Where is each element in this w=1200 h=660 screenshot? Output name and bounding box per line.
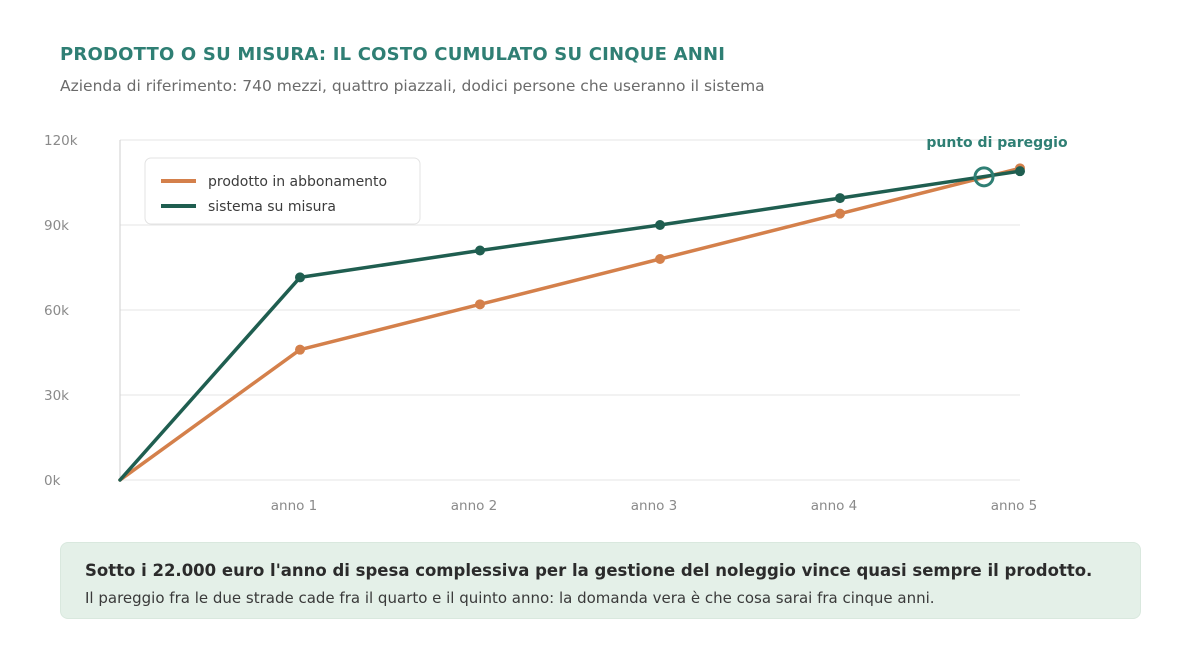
break-even-marker xyxy=(973,166,995,188)
series-1 xyxy=(118,166,1025,482)
data-point xyxy=(1015,166,1025,177)
y-axis-ticks: 0k 30k 60k 90k 120k xyxy=(44,133,78,489)
y-tick-label: 0k xyxy=(44,473,61,489)
data-point xyxy=(835,193,845,204)
data-point xyxy=(835,208,845,219)
chart-subtitle: Azienda di riferimento: 740 mezzi, quatt… xyxy=(60,77,765,95)
data-point xyxy=(295,272,305,283)
conclusion-callout: Sotto i 22.000 euro l'anno di spesa comp… xyxy=(60,542,1141,619)
data-point xyxy=(655,254,665,264)
x-tick-label: anno 1 xyxy=(271,498,318,514)
series-line xyxy=(118,166,1022,482)
chart-title: PRODOTTO O SU MISURA: IL COSTO CUMULATO … xyxy=(60,44,726,65)
line-chart: 0k 30k 60k 90k 120k anno 1 anno 2 anno 3 anno 4… xyxy=(44,133,1068,514)
annotations: punto di pareggio xyxy=(926,135,1068,188)
series-0 xyxy=(118,163,1025,482)
data-point xyxy=(475,245,485,256)
break-even-label: punto di pareggio xyxy=(926,135,1068,151)
x-tick-label: anno 4 xyxy=(811,498,858,514)
legend-box xyxy=(144,157,421,225)
legend-label: sistema su misura xyxy=(208,199,336,215)
legend: prodotto in abbonamento sistema su misura xyxy=(144,157,421,225)
y-tick-label: 120k xyxy=(44,133,78,149)
series-line xyxy=(118,169,1022,482)
data-point xyxy=(475,299,485,310)
y-tick-label: 60k xyxy=(44,303,69,319)
y-tick-label: 90k xyxy=(44,218,69,234)
x-tick-label: anno 3 xyxy=(631,498,678,514)
x-axis-ticks: anno 1 anno 2 anno 3 anno 4 anno 5 xyxy=(271,498,1038,514)
y-tick-label: 30k xyxy=(44,388,69,404)
series-lines xyxy=(118,163,1025,482)
data-point xyxy=(295,344,305,355)
callout-text: Il pareggio fra le due strade cade fra i… xyxy=(85,589,935,607)
callout-title: Sotto i 22.000 euro l'anno di spesa comp… xyxy=(85,561,1093,580)
x-tick-label: anno 2 xyxy=(451,498,498,514)
legend-label: prodotto in abbonamento xyxy=(208,174,387,190)
data-point xyxy=(655,220,665,230)
x-tick-label: anno 5 xyxy=(991,498,1038,514)
